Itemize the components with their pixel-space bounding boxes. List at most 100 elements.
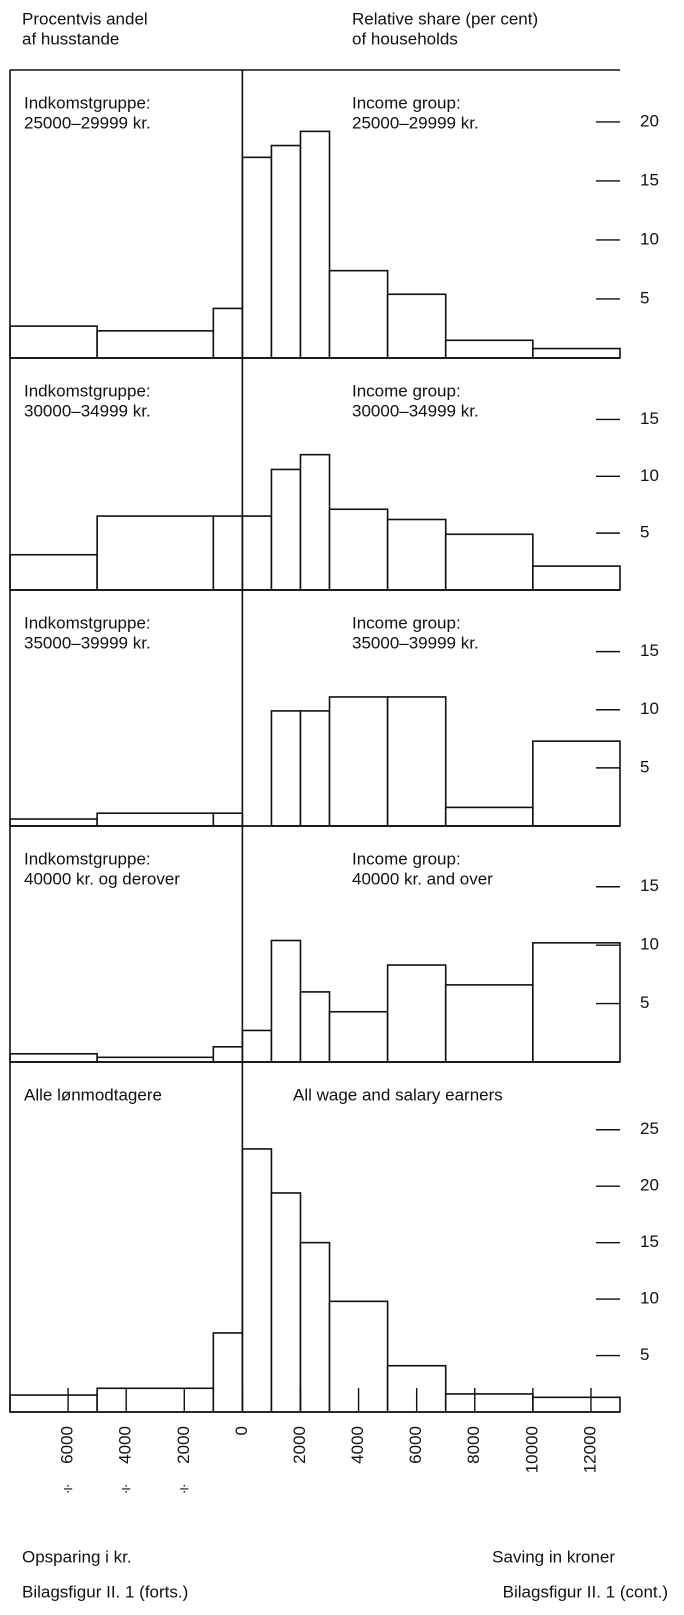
label-en: Income group: bbox=[352, 613, 461, 632]
bar bbox=[328, 269, 389, 359]
bar bbox=[386, 518, 447, 591]
x-label-en: Saving in kroner bbox=[492, 1547, 615, 1566]
label-da: Indkomstgruppe: bbox=[24, 613, 151, 632]
bar bbox=[328, 508, 389, 591]
label-da: 30000–34999 kr. bbox=[24, 401, 151, 420]
label-en: Income group: bbox=[352, 849, 461, 868]
bar bbox=[212, 515, 244, 591]
x-tick-label: 6000 bbox=[58, 1426, 77, 1464]
bar bbox=[212, 1046, 244, 1063]
bar bbox=[532, 740, 621, 827]
bar bbox=[299, 1241, 331, 1413]
x-tick-label: 4000 bbox=[116, 1426, 135, 1464]
y-tick-label: 5 bbox=[640, 993, 649, 1012]
x-tick-sign: ÷ bbox=[122, 1479, 131, 1498]
bar bbox=[96, 1387, 215, 1413]
label-da: 25000–29999 kr. bbox=[24, 113, 151, 132]
bar bbox=[96, 330, 215, 359]
y-tick-label: 5 bbox=[640, 288, 649, 307]
bar bbox=[241, 1148, 273, 1413]
bar bbox=[299, 991, 331, 1063]
y-tick-label: 15 bbox=[640, 1232, 659, 1251]
y-tick-label: 20 bbox=[640, 111, 659, 130]
y-tick-label: 25 bbox=[640, 1119, 659, 1138]
bar bbox=[9, 553, 98, 591]
bar bbox=[328, 696, 389, 827]
bar bbox=[444, 533, 534, 591]
label-en: 35000–39999 kr. bbox=[352, 633, 479, 652]
bar bbox=[241, 515, 273, 591]
header-left: Procentvis andel bbox=[22, 9, 148, 28]
bar bbox=[328, 1010, 389, 1063]
bar bbox=[9, 1394, 98, 1413]
bar bbox=[532, 1396, 621, 1413]
bar bbox=[212, 1332, 244, 1413]
bar bbox=[212, 307, 244, 359]
bar bbox=[212, 812, 244, 827]
y-tick-label: 10 bbox=[640, 1289, 659, 1308]
bar bbox=[386, 964, 447, 1063]
label-en: 25000–29999 kr. bbox=[352, 113, 479, 132]
bar bbox=[444, 339, 534, 359]
y-tick-label: 10 bbox=[640, 466, 659, 485]
bar bbox=[241, 156, 273, 359]
bar bbox=[386, 293, 447, 359]
footer-left: Bilagsfigur II. 1 (forts.) bbox=[22, 1582, 188, 1601]
y-tick-label: 15 bbox=[640, 641, 659, 660]
y-tick-label: 20 bbox=[640, 1176, 659, 1195]
label-en: Income group: bbox=[352, 381, 461, 400]
bar bbox=[96, 515, 215, 591]
header-right: of households bbox=[352, 29, 458, 48]
bar bbox=[532, 565, 621, 591]
bar bbox=[9, 818, 98, 827]
x-tick-label: 12000 bbox=[580, 1426, 599, 1473]
bar bbox=[299, 710, 331, 827]
label-da: 40000 kr. og derover bbox=[24, 869, 180, 888]
y-tick-label: 10 bbox=[640, 229, 659, 248]
bar bbox=[270, 144, 302, 359]
x-tick-sign: ÷ bbox=[63, 1479, 72, 1498]
bar bbox=[444, 1393, 534, 1413]
label-da: Indkomstgruppe: bbox=[24, 381, 151, 400]
x-tick-label: 2000 bbox=[290, 1426, 309, 1464]
x-tick-label: 4000 bbox=[348, 1426, 367, 1464]
x-tick-label: 0 bbox=[232, 1426, 251, 1435]
x-tick-label: 10000 bbox=[522, 1426, 541, 1473]
bar bbox=[270, 468, 302, 591]
label-en: 30000–34999 kr. bbox=[352, 401, 479, 420]
y-tick-label: 15 bbox=[640, 170, 659, 189]
bar bbox=[241, 1029, 273, 1063]
label-en: 40000 kr. and over bbox=[352, 869, 493, 888]
y-tick-label: 5 bbox=[640, 1345, 649, 1364]
label-en: Income group: bbox=[352, 93, 461, 112]
bar bbox=[9, 1053, 98, 1063]
x-tick-label: 8000 bbox=[464, 1426, 483, 1464]
label-da: 35000–39999 kr. bbox=[24, 633, 151, 652]
x-tick-label: 2000 bbox=[174, 1426, 193, 1464]
y-tick-label: 5 bbox=[640, 757, 649, 776]
bar bbox=[444, 806, 534, 827]
label-da: Alle lønmodtagere bbox=[24, 1085, 162, 1104]
header-left: af husstande bbox=[22, 29, 119, 48]
bar bbox=[9, 325, 98, 359]
bar bbox=[299, 130, 331, 359]
bar bbox=[270, 710, 302, 827]
bar bbox=[532, 942, 621, 1063]
label-da: Indkomstgruppe: bbox=[24, 93, 151, 112]
x-label-da: Opsparing i kr. bbox=[22, 1547, 132, 1566]
footer-right: Bilagsfigur II. 1 (cont.) bbox=[503, 1582, 668, 1601]
y-tick-label: 10 bbox=[640, 935, 659, 954]
bar bbox=[270, 1192, 302, 1413]
x-tick-sign: ÷ bbox=[180, 1479, 189, 1498]
bar bbox=[299, 453, 331, 591]
y-tick-label: 10 bbox=[640, 699, 659, 718]
bar bbox=[96, 812, 215, 827]
bar bbox=[532, 347, 621, 359]
header-right: Relative share (per cent) bbox=[352, 9, 538, 28]
bar bbox=[270, 939, 302, 1063]
bar bbox=[386, 696, 447, 827]
label-da: Indkomstgruppe: bbox=[24, 849, 151, 868]
x-tick-label: 6000 bbox=[406, 1426, 425, 1464]
y-tick-label: 15 bbox=[640, 409, 659, 428]
